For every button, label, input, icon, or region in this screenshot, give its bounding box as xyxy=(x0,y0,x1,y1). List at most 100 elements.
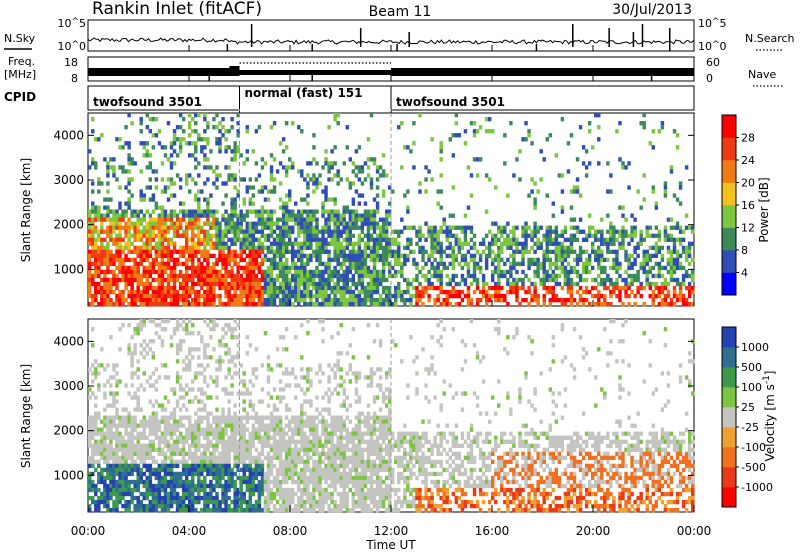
heatmap-cell xyxy=(197,301,201,307)
heatmap-cell xyxy=(569,285,574,291)
heatmap-cell xyxy=(336,269,340,275)
heatmap-cell xyxy=(645,273,649,279)
heatmap-cell xyxy=(657,237,662,242)
heatmap-cell xyxy=(136,471,140,477)
heatmap-cell xyxy=(669,269,674,275)
heatmap-cell xyxy=(312,177,316,182)
heatmap-cell xyxy=(163,451,168,457)
heatmap-cell xyxy=(309,241,313,246)
heatmap-cell xyxy=(136,447,140,452)
heatmap-cell xyxy=(372,261,377,267)
heatmap-cell xyxy=(545,245,549,251)
heatmap-cell xyxy=(294,213,298,218)
heatmap-cell xyxy=(539,245,543,251)
heatmap-cell xyxy=(291,165,295,170)
heatmap-cell xyxy=(678,297,683,303)
heatmap-cell xyxy=(357,289,362,295)
heatmap-cell xyxy=(194,495,198,501)
heatmap-cell xyxy=(148,161,153,166)
heatmap-cell xyxy=(406,209,410,214)
heatmap-cell xyxy=(633,261,637,267)
heatmap-cell xyxy=(445,229,449,234)
heatmap-cell xyxy=(300,173,304,178)
heatmap-cell xyxy=(369,289,374,295)
heatmap-cell xyxy=(121,261,125,267)
heatmap-cell xyxy=(427,253,431,259)
heatmap-cell xyxy=(184,173,189,178)
heatmap-cell xyxy=(275,265,280,271)
heatmap-cell xyxy=(215,237,219,242)
heatmap-cell xyxy=(381,153,386,158)
heatmap-cell xyxy=(463,233,468,238)
heatmap-cell xyxy=(481,249,486,255)
heatmap-cell xyxy=(375,237,380,242)
heatmap-cell xyxy=(318,241,322,246)
heatmap-cell xyxy=(109,157,113,162)
heatmap-cell xyxy=(187,367,192,372)
nave-tick-low: 0 xyxy=(706,72,713,85)
heatmap-cell xyxy=(88,395,92,400)
heatmap-cell xyxy=(245,293,249,299)
heatmap-cell xyxy=(375,205,380,210)
heatmap-cell xyxy=(333,209,337,214)
heatmap-cell xyxy=(163,253,168,259)
heatmap-cell xyxy=(187,273,192,279)
heatmap-cell xyxy=(657,293,662,299)
heatmap-cell xyxy=(378,241,383,246)
heatmap-cell xyxy=(103,237,107,242)
heatmap-cell xyxy=(345,285,349,291)
heatmap-cell xyxy=(521,297,525,303)
heatmap-cell xyxy=(154,431,159,436)
heatmap-cell xyxy=(672,289,677,295)
heatmap-cell xyxy=(624,233,628,238)
heatmap-cell xyxy=(436,293,440,299)
heatmap-cell xyxy=(166,301,171,307)
heatmap-cell xyxy=(130,351,134,356)
heatmap-cell xyxy=(115,137,119,142)
heatmap-cell xyxy=(494,185,498,190)
heatmap-cell xyxy=(224,257,228,263)
heatmap-cell xyxy=(172,327,177,332)
heatmap-cell xyxy=(327,281,331,287)
heatmap-cell xyxy=(209,411,213,416)
heatmap-cell xyxy=(584,233,589,238)
heatmap-cell xyxy=(678,289,683,295)
heatmap-cell xyxy=(178,339,183,344)
heatmap-cell xyxy=(130,427,134,432)
heatmap-cell xyxy=(506,269,510,275)
heatmap-cell xyxy=(154,411,159,416)
heatmap-cell xyxy=(503,269,507,275)
heatmap-cell xyxy=(160,451,165,457)
heatmap-cell xyxy=(184,487,189,493)
heatmap-cell xyxy=(272,185,277,190)
heatmap-cell xyxy=(154,177,159,182)
heatmap-cell xyxy=(490,285,495,291)
heatmap-cell xyxy=(169,411,174,416)
heatmap-cell xyxy=(187,463,192,469)
heatmap-cell xyxy=(88,237,92,242)
heatmap-cell xyxy=(284,121,289,126)
heatmap-cell xyxy=(597,297,601,303)
heatmap-cell xyxy=(175,375,180,380)
heatmap-cell xyxy=(145,233,149,238)
heatmap-cell xyxy=(581,277,586,283)
heatmap-cell xyxy=(260,289,265,295)
heatmap-cell xyxy=(284,193,289,198)
heatmap-cell xyxy=(209,293,213,299)
heatmap-cell xyxy=(294,289,298,295)
heatmap-cell xyxy=(484,245,489,251)
heatmap-cell xyxy=(672,225,677,230)
heatmap-cell xyxy=(163,507,168,513)
heatmap-cell xyxy=(130,209,134,214)
heatmap-cell xyxy=(115,281,119,287)
heatmap-cell xyxy=(294,285,298,291)
heatmap-cell xyxy=(124,281,128,287)
heatmap-cell xyxy=(181,297,186,303)
heatmap-cell xyxy=(187,113,192,118)
heatmap-cell xyxy=(384,245,389,251)
heatmap-cell xyxy=(521,245,525,251)
heatmap-cell xyxy=(327,265,331,271)
heatmap-cell xyxy=(191,209,195,214)
heatmap-cell xyxy=(372,221,377,226)
heatmap-cell xyxy=(236,233,240,238)
